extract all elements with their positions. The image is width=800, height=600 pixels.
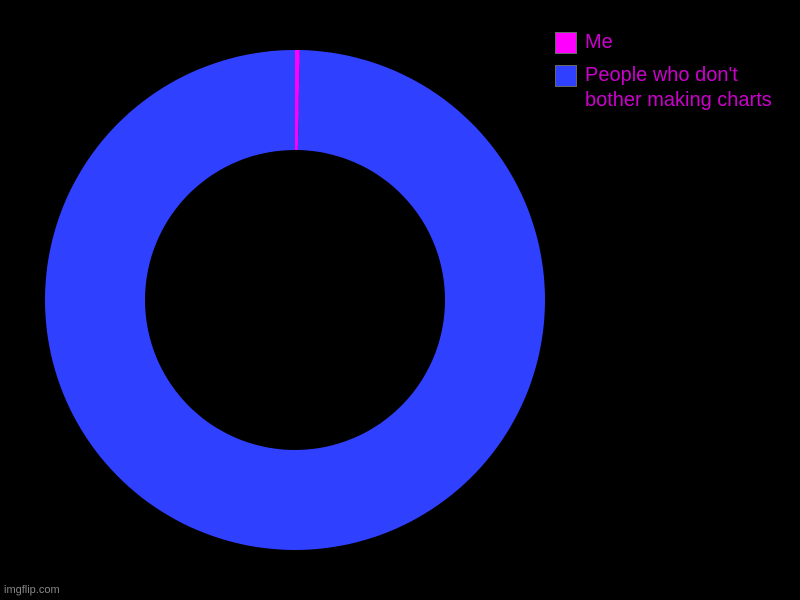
legend-label: People who don't bother making charts	[585, 63, 785, 113]
legend-item: People who don't bother making charts	[555, 63, 785, 113]
legend-item: Me	[555, 30, 785, 55]
donut-chart	[40, 45, 550, 555]
watermark: imgflip.com	[4, 584, 60, 596]
legend-swatch	[555, 65, 577, 87]
donut-chart-svg	[40, 45, 550, 555]
legend-swatch	[555, 32, 577, 54]
chart-legend: Me People who don't bother making charts	[555, 30, 785, 121]
legend-label: Me	[585, 30, 613, 55]
